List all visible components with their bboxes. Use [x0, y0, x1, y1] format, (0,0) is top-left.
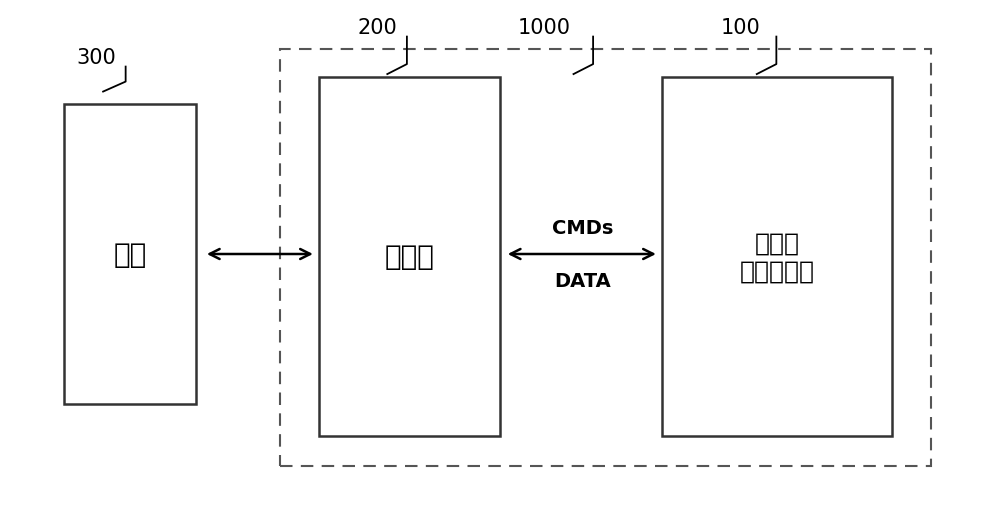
Text: 100: 100	[720, 17, 760, 38]
Text: 主机: 主机	[113, 241, 147, 268]
Text: 控制器: 控制器	[384, 243, 434, 271]
Text: DATA: DATA	[554, 272, 611, 291]
Bar	[280, 50, 931, 466]
Bar	[319, 77, 500, 437]
Text: 1000: 1000	[518, 17, 571, 38]
Text: 半导体
存储器装置: 半导体 存储器装置	[739, 231, 814, 283]
Text: CMDs: CMDs	[552, 218, 613, 237]
Bar	[662, 77, 892, 437]
Text: 200: 200	[358, 17, 397, 38]
Text: 300: 300	[76, 47, 116, 67]
Bar	[64, 105, 196, 404]
